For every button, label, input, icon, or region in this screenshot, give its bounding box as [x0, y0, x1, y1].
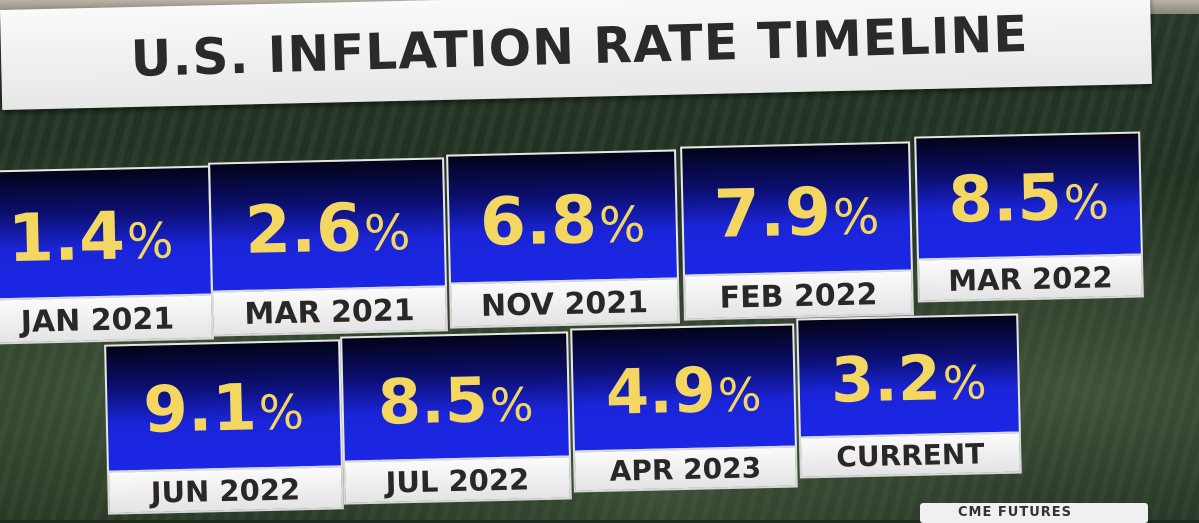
rate-card-current: 3.2% CURRENT — [796, 313, 1022, 479]
percent-sign: % — [126, 212, 175, 271]
rate-card-nov-2021: 6.8% NOV 2021 — [446, 149, 680, 329]
rate-card-mar-2021: 2.6% MAR 2021 — [208, 157, 448, 337]
rate-date-label: JAN 2021 — [20, 301, 175, 340]
rate-value: 1.4% — [7, 197, 175, 278]
rate-value: 3.2% — [830, 341, 988, 417]
rate-date-label: MAR 2021 — [244, 293, 415, 332]
percent-sign: % — [598, 196, 647, 255]
percent-sign: % — [363, 204, 412, 263]
rate-card-jun-2022: 9.1% JUN 2022 — [104, 339, 344, 515]
percent-sign: % — [717, 367, 763, 423]
percent-sign: % — [1063, 175, 1110, 232]
rate-card-jul-2022: 8.5% JUL 2022 — [340, 331, 572, 505]
rate-card-mar-2022: 8.5% MAR 2022 — [914, 131, 1144, 303]
rate-status-label: CURRENT — [835, 437, 985, 474]
rate-value: 2.6% — [244, 189, 412, 269]
rate-value: 7.9% — [713, 173, 881, 253]
rate-card-jan-2021: 1.4% JAN 2021 — [0, 165, 214, 345]
percent-sign: % — [832, 188, 881, 247]
rate-date-label: JUN 2022 — [150, 472, 301, 510]
corner-ticker-tag: CME FUTURES — [920, 503, 1148, 523]
rate-date-label: APR 2023 — [609, 451, 762, 488]
rate-value: 4.9% — [605, 353, 763, 429]
rate-date-label: JUL 2022 — [385, 462, 530, 500]
rate-value: 6.8% — [479, 181, 647, 261]
percent-sign: % — [942, 355, 988, 411]
rate-value: 8.5% — [377, 363, 535, 439]
rate-value: 9.1% — [142, 371, 305, 448]
rate-date-label: FEB 2022 — [719, 277, 878, 316]
rate-card-feb-2022: 7.9% FEB 2022 — [680, 141, 914, 321]
rate-value: 8.5% — [947, 161, 1110, 238]
rate-card-apr-2023: 4.9% APR 2023 — [570, 323, 798, 493]
percent-sign: % — [258, 385, 305, 442]
rate-date-label: NOV 2021 — [480, 285, 649, 324]
percent-sign: % — [489, 377, 535, 433]
rate-date-label: MAR 2022 — [947, 260, 1114, 298]
